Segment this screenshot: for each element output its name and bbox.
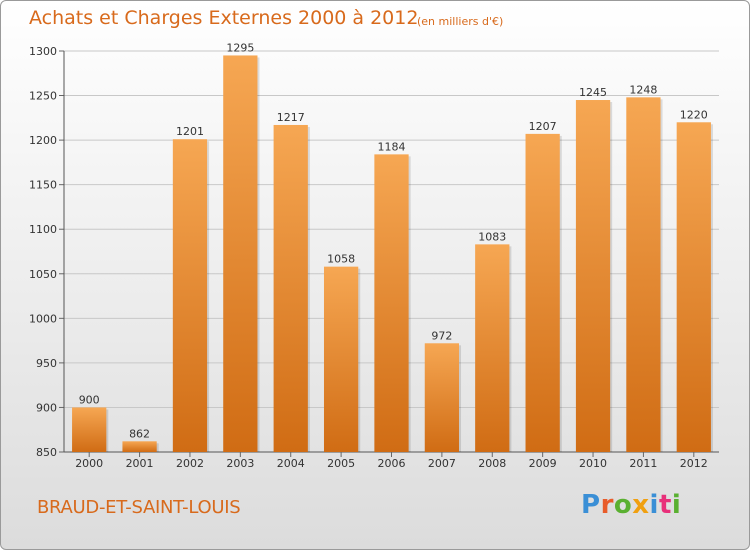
logo-letter: t: [658, 490, 672, 520]
data-label: 900: [79, 393, 100, 406]
data-label: 1245: [579, 86, 607, 99]
bar-2005: [323, 266, 359, 452]
proxiti-logo: Proxiti: [581, 490, 681, 520]
x-tick-label: 2001: [126, 457, 154, 470]
data-label: 1207: [529, 120, 557, 133]
data-label: 1217: [277, 111, 305, 124]
bar-2007: [424, 343, 460, 452]
logo-letter: r: [600, 490, 614, 520]
data-label: 1248: [629, 83, 657, 96]
x-tick-label: 2010: [579, 457, 607, 470]
bar-2002: [172, 139, 208, 452]
x-tick-label: 2006: [378, 457, 406, 470]
y-tick-label: 1150: [29, 179, 57, 192]
logo-letter: o: [613, 490, 633, 520]
y-tick-label: 1100: [29, 223, 57, 236]
data-label: 1295: [226, 41, 254, 54]
chart-title: Achats et Charges Externes 2000 à 2012: [29, 7, 419, 29]
y-tick-label: 1200: [29, 134, 57, 147]
x-tick-label: 2009: [529, 457, 557, 470]
logo-letter: P: [581, 490, 601, 520]
x-tick-label: 2008: [478, 457, 506, 470]
bar-2008: [475, 244, 510, 452]
bar-2000: [72, 407, 107, 452]
data-label: 1184: [378, 140, 406, 153]
commune-name: BRAUD-ET-SAINT-LOUIS: [37, 497, 241, 518]
data-label: 862: [129, 427, 150, 440]
bar-2001: [122, 441, 157, 452]
x-tick-label: 2003: [226, 457, 254, 470]
logo-letter: i: [649, 490, 659, 520]
y-tick-label: 900: [36, 401, 57, 414]
bar-2009: [525, 133, 560, 452]
x-tick-label: 2012: [680, 457, 708, 470]
data-label: 1083: [478, 230, 506, 243]
bar-2006: [374, 154, 409, 452]
y-tick-label: 1050: [29, 268, 57, 281]
data-labels: 900 862 1201 1295 1217 1058 1184 972 1083 1207 124…: [79, 41, 708, 440]
data-label: 1201: [176, 125, 204, 138]
bar-2011: [626, 97, 661, 453]
logo-letter: x: [632, 490, 650, 520]
y-tick-label: 950: [36, 357, 57, 370]
unit-note: (en milliers d'€): [417, 15, 504, 28]
x-tick-label: 2004: [277, 457, 305, 470]
bar-2003: [223, 55, 258, 452]
logo-letter: i: [671, 490, 682, 520]
axes: 850 900 950 1000 1050 1100 1150 1200 1250 1300 200…: [29, 45, 719, 470]
bar-2004: [273, 124, 308, 452]
bar-2012: [676, 122, 711, 453]
y-tick-label: 1300: [29, 45, 57, 58]
data-label: 1220: [680, 108, 708, 121]
data-label: 1058: [327, 253, 355, 266]
x-tick-label: 2007: [428, 457, 456, 470]
x-tick-label: 2002: [176, 457, 204, 470]
y-tick-label: 1250: [29, 90, 57, 103]
y-tick-label: 850: [36, 446, 57, 459]
bars: [72, 55, 713, 453]
x-tick-label: 2005: [327, 457, 355, 470]
x-tick-label: 2000: [75, 457, 103, 470]
x-tick-label: 2011: [629, 457, 657, 470]
y-tick-label: 1000: [29, 312, 57, 325]
data-label: 972: [431, 329, 452, 342]
bar-2010: [575, 100, 611, 452]
